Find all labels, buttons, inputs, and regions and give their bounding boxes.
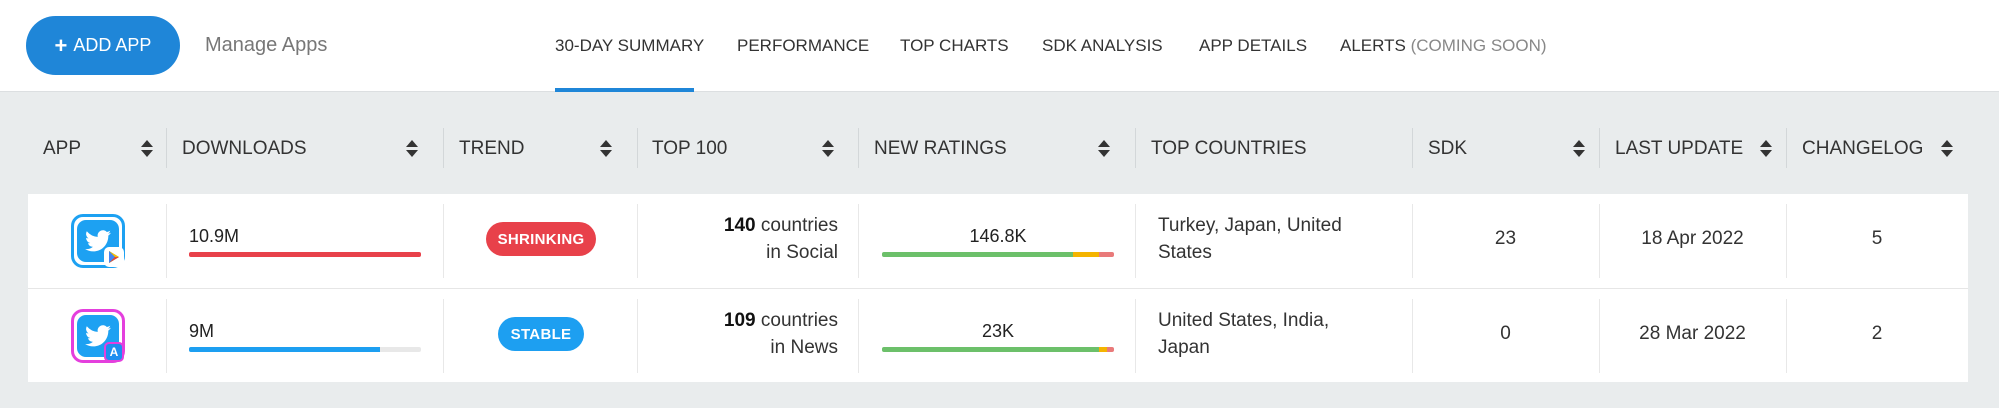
column-header-trend[interactable]: TREND bbox=[459, 138, 525, 159]
sort-icon[interactable] bbox=[1760, 140, 1772, 158]
ratings-bar-segment bbox=[1107, 347, 1114, 352]
top-100-text: 109 countries in News bbox=[653, 307, 838, 361]
header-divider bbox=[1135, 128, 1136, 168]
ratings-bar bbox=[882, 347, 1114, 352]
top-100-text1: countries bbox=[760, 215, 838, 236]
apps-table: 10.9M SHRINKING 140 countries in Social … bbox=[28, 194, 1968, 382]
cell-divider bbox=[1135, 299, 1136, 373]
table-row[interactable]: 10.9M SHRINKING 140 countries in Social … bbox=[28, 194, 1968, 288]
top-bar: + ADD APP Manage Apps 30-DAY SUMMARY PER… bbox=[0, 0, 1999, 92]
header-divider bbox=[1786, 128, 1787, 168]
header-divider bbox=[1599, 128, 1600, 168]
table-row[interactable]: A 9M STABLE 109 countries in News 23K Un… bbox=[28, 288, 1968, 382]
column-header-top-100[interactable]: TOP 100 bbox=[652, 138, 728, 159]
cell-divider bbox=[443, 299, 444, 373]
trend-badge: STABLE bbox=[498, 317, 584, 351]
ratings-bar-segment bbox=[882, 252, 1074, 257]
ratings-bar-segment bbox=[1098, 252, 1114, 257]
sort-icon[interactable] bbox=[1098, 140, 1110, 158]
top-countries-value: United States, India, Japan bbox=[1158, 310, 1330, 358]
cell-divider bbox=[637, 299, 638, 373]
add-app-button[interactable]: + ADD APP bbox=[26, 16, 180, 75]
top-100-count: 109 bbox=[723, 310, 756, 331]
top-countries-value: Turkey, Japan, United States bbox=[1158, 215, 1342, 263]
header-divider bbox=[858, 128, 859, 168]
google-play-icon bbox=[104, 247, 124, 267]
header-divider bbox=[443, 128, 444, 168]
cell-divider bbox=[858, 299, 859, 373]
column-header-downloads[interactable]: DOWNLOADS bbox=[182, 138, 307, 159]
header-divider bbox=[166, 128, 167, 168]
cell-divider bbox=[1412, 204, 1413, 278]
column-header-changelog[interactable]: CHANGELOG bbox=[1802, 138, 1924, 159]
tab-sdk-analysis[interactable]: SDK ANALYSIS bbox=[1042, 36, 1163, 55]
column-header-top-countries[interactable]: TOP COUNTRIES bbox=[1151, 138, 1307, 159]
top-100-text2: in Social bbox=[766, 242, 838, 263]
downloads-value: 10.9M bbox=[189, 226, 240, 246]
tab-30-day-summary[interactable]: 30-DAY SUMMARY bbox=[555, 36, 705, 55]
plus-icon: + bbox=[54, 32, 68, 58]
sdk-value: 0 bbox=[1500, 323, 1511, 344]
downloads-bar-fill bbox=[189, 252, 421, 257]
cell-divider bbox=[1786, 299, 1787, 373]
cell-divider bbox=[637, 204, 638, 278]
cell-divider bbox=[1412, 299, 1413, 373]
cell-divider bbox=[166, 204, 167, 278]
tab-performance[interactable]: PERFORMANCE bbox=[737, 36, 870, 55]
cell-divider bbox=[1599, 299, 1600, 373]
ratings-bar bbox=[882, 252, 1114, 257]
new-ratings-value: 146.8K bbox=[969, 226, 1027, 246]
cell-divider bbox=[166, 299, 167, 373]
app-icon-frame[interactable] bbox=[71, 214, 125, 268]
top-100-count: 140 bbox=[723, 215, 756, 236]
sort-icon[interactable] bbox=[600, 140, 612, 158]
header-divider bbox=[637, 128, 638, 168]
header-divider bbox=[1412, 128, 1413, 168]
downloads-value: 9M bbox=[189, 321, 215, 341]
sort-icon[interactable] bbox=[1573, 140, 1585, 158]
column-header-new-ratings[interactable]: NEW RATINGS bbox=[874, 138, 1007, 159]
active-tab-indicator bbox=[555, 88, 694, 92]
top-100-text2: in News bbox=[770, 337, 838, 358]
sort-icon[interactable] bbox=[822, 140, 834, 158]
tab-top-charts[interactable]: TOP CHARTS bbox=[900, 36, 1009, 55]
last-update-value: 28 Mar 2022 bbox=[1639, 323, 1746, 344]
last-update-value: 18 Apr 2022 bbox=[1641, 228, 1744, 249]
top-100-text1: countries bbox=[760, 310, 838, 331]
column-header-sdk[interactable]: SDK bbox=[1428, 138, 1468, 159]
tab-alerts-label: ALERTS bbox=[1340, 36, 1406, 55]
downloads-bar bbox=[189, 252, 421, 257]
changelog-value[interactable]: 5 bbox=[1871, 228, 1883, 249]
sdk-value: 23 bbox=[1494, 228, 1517, 249]
cell-divider bbox=[443, 204, 444, 278]
sort-icon[interactable] bbox=[1941, 140, 1953, 158]
manage-apps-link[interactable]: Manage Apps bbox=[205, 34, 328, 56]
app-icon-frame[interactable]: A bbox=[71, 309, 125, 363]
new-ratings-value: 23K bbox=[981, 321, 1015, 341]
twitter-icon bbox=[77, 220, 119, 262]
downloads-bar-fill bbox=[189, 347, 381, 352]
changelog-value[interactable]: 2 bbox=[1871, 323, 1883, 344]
trend-badge: SHRINKING bbox=[486, 222, 596, 256]
add-app-label: ADD APP bbox=[73, 35, 152, 55]
tab-alerts[interactable]: ALERTS (COMING SOON) bbox=[1340, 36, 1547, 56]
downloads-bar bbox=[189, 347, 421, 352]
sort-icon[interactable] bbox=[141, 140, 153, 158]
top-100-text: 140 countries in Social bbox=[653, 212, 838, 266]
tab-app-details[interactable]: APP DETAILS bbox=[1199, 36, 1308, 55]
cell-divider bbox=[1135, 204, 1136, 278]
ratings-bar-segment bbox=[1098, 347, 1108, 352]
sort-icon[interactable] bbox=[406, 140, 418, 158]
ratings-bar-segment bbox=[882, 347, 1099, 352]
ratings-bar-segment bbox=[1073, 252, 1099, 257]
tab-alerts-suffix: (COMING SOON) bbox=[1410, 36, 1547, 55]
column-header-last-update[interactable]: LAST UPDATE bbox=[1615, 138, 1744, 159]
cell-divider bbox=[1599, 204, 1600, 278]
cell-divider bbox=[858, 204, 859, 278]
column-header-app[interactable]: APP bbox=[43, 138, 82, 159]
cell-divider bbox=[1786, 204, 1787, 278]
app-store-icon: A bbox=[104, 342, 124, 362]
